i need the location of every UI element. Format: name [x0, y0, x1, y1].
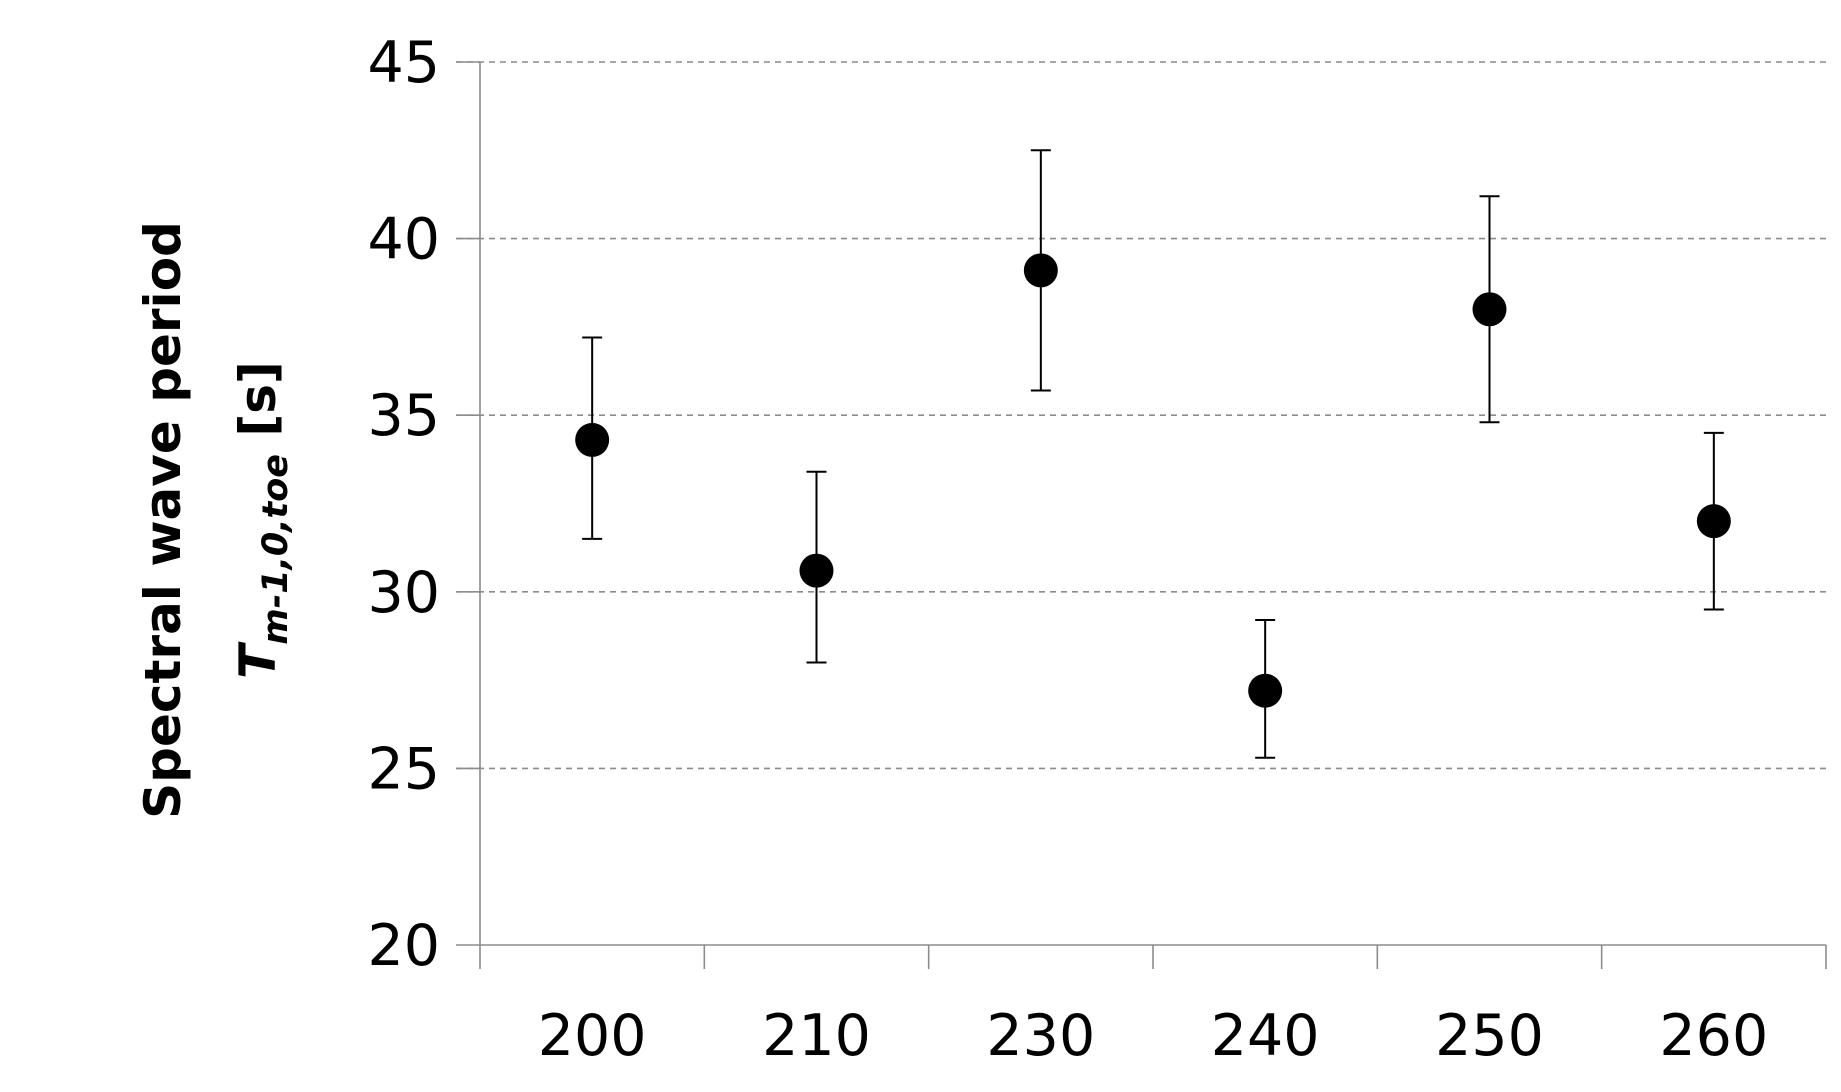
x-tick-label-250: 250: [1435, 1003, 1544, 1069]
data-point-260: [1696, 504, 1731, 539]
y-tick-label-20: 20: [367, 913, 440, 979]
y-axis-label-line2: Tm-1,0,toe [s]: [229, 361, 296, 679]
y-tick-label-45: 45: [367, 30, 440, 96]
data-point-210: [799, 553, 834, 588]
error-bars: [582, 149, 1724, 759]
x-tick-label-240: 240: [1211, 1003, 1320, 1069]
y-tick-label-35: 35: [367, 383, 440, 449]
x-tick-label-200: 200: [538, 1003, 647, 1069]
data-point-200: [575, 422, 610, 457]
data-point-230: [1023, 253, 1058, 288]
data-points: [575, 253, 1731, 708]
y-tick-label-30: 30: [367, 560, 440, 626]
y-axis-label-subscript: m-1,0,toe: [256, 454, 296, 645]
y-axis-label-unit: [s]: [229, 361, 287, 454]
y-axis-label-symbol: T: [229, 641, 287, 679]
y-axis-label: Spectral wave period Tm-1,0,toe [s]: [134, 221, 296, 819]
data-point-250: [1472, 292, 1507, 327]
y-tick-labels: 20 25 30 35 40 45: [367, 30, 440, 979]
x-tick-label-230: 230: [986, 1003, 1095, 1069]
axes: [456, 61, 1827, 969]
y-tick-label-25: 25: [367, 736, 440, 802]
x-tick-label-260: 260: [1659, 1003, 1768, 1069]
x-tick-label-210: 210: [762, 1003, 871, 1069]
gridlines: [456, 61, 1826, 770]
y-axis-label-line1: Spectral wave period: [134, 221, 192, 819]
data-point-240: [1248, 673, 1283, 708]
x-tick-labels: 200 210 230 240 250 260: [538, 1003, 1768, 1069]
y-tick-label-40: 40: [367, 207, 440, 273]
